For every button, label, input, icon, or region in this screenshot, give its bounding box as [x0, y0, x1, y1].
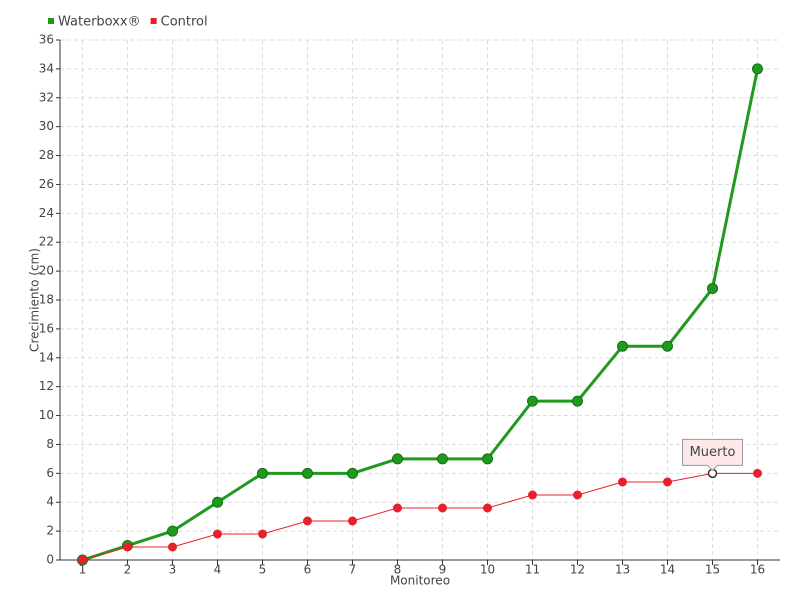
- data-point: [753, 468, 762, 478]
- y-tick-label: 36: [39, 33, 54, 47]
- data-point: [438, 503, 447, 513]
- data-point: [257, 467, 268, 479]
- y-tick-label: 26: [39, 177, 54, 191]
- data-point: [303, 516, 312, 526]
- x-tick-label: 7: [349, 563, 357, 577]
- y-tick-label: 28: [39, 148, 54, 162]
- x-tick-label: 6: [304, 563, 312, 577]
- y-tick-label: 32: [39, 90, 54, 104]
- legend-swatch: [48, 18, 54, 24]
- x-tick-label: 12: [570, 563, 585, 577]
- y-tick-label: 30: [39, 119, 54, 133]
- data-point: [258, 529, 267, 539]
- x-tick-label: 15: [705, 563, 720, 577]
- y-tick-label: 2: [46, 524, 54, 538]
- data-point: [123, 542, 132, 552]
- x-tick-label: 8: [394, 563, 402, 577]
- annotation-box: [682, 438, 743, 472]
- data-point: [348, 516, 357, 526]
- legend-label: Waterboxx®: [58, 15, 141, 30]
- x-axis-label: Monitoreo: [390, 574, 450, 588]
- x-tick-label: 4: [214, 563, 222, 577]
- data-point: [212, 496, 223, 508]
- x-tick-label: 2: [124, 563, 132, 577]
- data-point: [707, 282, 718, 294]
- y-tick-label: 16: [39, 321, 54, 335]
- data-point: [392, 453, 403, 465]
- y-tick-label: 10: [39, 408, 54, 422]
- data-point: [527, 395, 538, 407]
- x-tick-label: 13: [615, 563, 630, 577]
- data-point: [483, 503, 492, 513]
- data-point: [78, 555, 87, 565]
- legend-label: Control: [161, 15, 208, 30]
- x-tick-label: 16: [750, 563, 765, 577]
- y-tick-label: 0: [46, 553, 54, 567]
- y-tick-label: 24: [39, 206, 54, 220]
- y-tick-label: 34: [39, 61, 54, 75]
- data-point: [302, 467, 313, 479]
- data-point: [393, 503, 402, 513]
- series-line: [82, 68, 759, 562]
- y-tick-label: 4: [46, 495, 54, 509]
- y-axis-label: Crecimiento (cm): [28, 248, 42, 352]
- x-tick-label: 11: [525, 563, 540, 577]
- y-tick-label: 8: [46, 437, 54, 451]
- data-point: [663, 477, 672, 487]
- annotation-text: Muerto: [690, 445, 736, 460]
- y-tick-label: 22: [39, 235, 54, 249]
- data-point: [482, 453, 493, 465]
- data-point: [662, 340, 673, 352]
- data-point: [572, 395, 583, 407]
- x-tick-label: 5: [259, 563, 267, 577]
- x-tick-label: 1: [79, 563, 87, 577]
- x-tick-label: 14: [660, 563, 675, 577]
- data-point: [168, 542, 177, 552]
- y-tick-label: 12: [39, 379, 54, 393]
- data-point: [618, 477, 627, 487]
- x-tick-label: 3: [169, 563, 177, 577]
- data-point: [347, 467, 358, 479]
- y-tick-label: 6: [46, 466, 54, 480]
- data-point: [437, 453, 448, 465]
- data-point: [617, 340, 628, 352]
- y-tick-label: 18: [39, 293, 54, 307]
- x-tick-label: 9: [439, 563, 447, 577]
- data-point: [528, 490, 537, 500]
- y-tick-label: 20: [39, 264, 54, 278]
- series-line: [82, 472, 758, 561]
- data-point: [752, 63, 763, 75]
- y-tick-label: 14: [39, 350, 54, 364]
- data-point: [213, 529, 222, 539]
- data-point: [167, 525, 178, 537]
- legend-swatch: [150, 18, 157, 24]
- data-point: [573, 490, 582, 500]
- x-tick-label: 10: [480, 563, 495, 577]
